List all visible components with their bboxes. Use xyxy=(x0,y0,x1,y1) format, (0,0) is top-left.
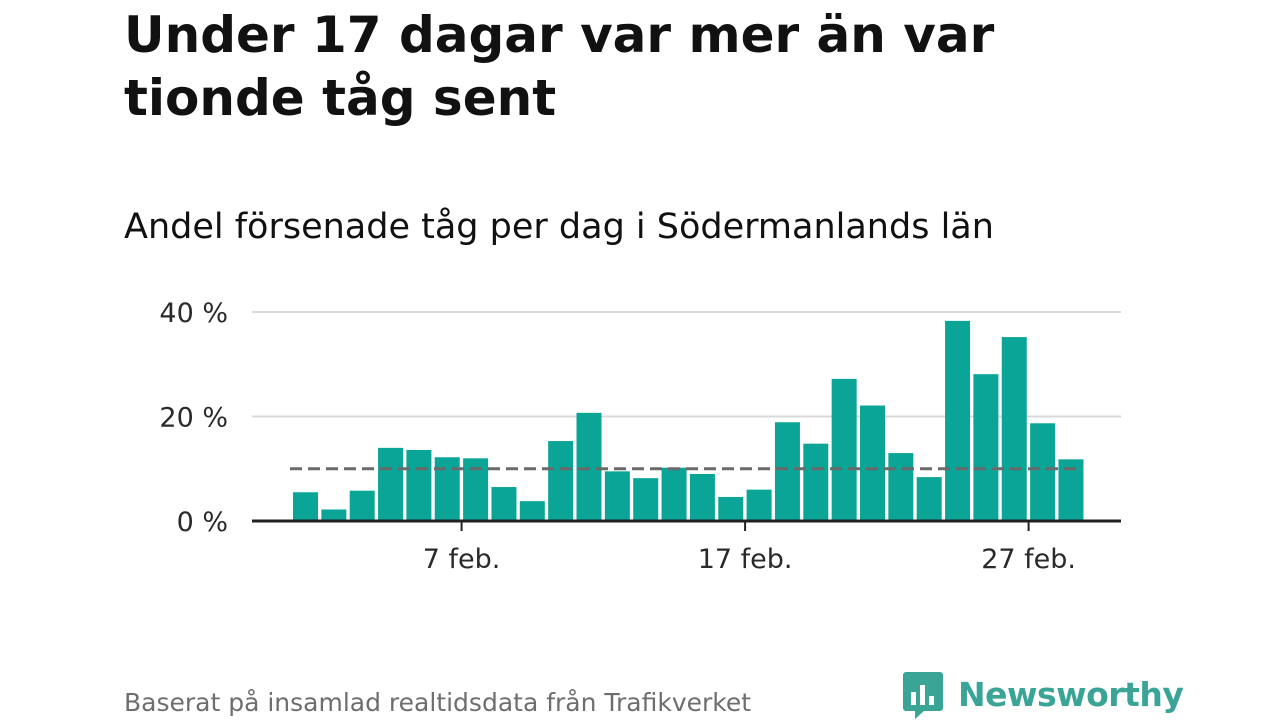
bar xyxy=(746,489,772,521)
bar xyxy=(718,496,744,521)
bar xyxy=(1001,337,1027,521)
bar xyxy=(945,320,971,521)
bar xyxy=(916,477,942,521)
bar-chart: 7 feb. 17 feb. 27 feb. 0 % 20 % 40 % xyxy=(159,298,1121,575)
y-axis-ticks: 0 % 20 % 40 % xyxy=(159,298,228,538)
brand-name: Newsworthy xyxy=(958,675,1184,714)
y-tick-label: 0 % xyxy=(177,507,228,538)
x-axis-ticks: 7 feb. 17 feb. 27 feb. xyxy=(423,521,1076,575)
bar xyxy=(774,422,800,521)
bar xyxy=(434,457,460,521)
bar xyxy=(349,490,375,521)
bar xyxy=(321,509,347,521)
chart-title: Under 17 dagar var mer än var tionde tåg… xyxy=(124,6,995,127)
bar xyxy=(831,378,857,521)
bar xyxy=(406,449,432,521)
bar xyxy=(661,467,687,521)
y-tick-label: 20 % xyxy=(159,403,228,434)
x-tick-label: 27 feb. xyxy=(981,544,1076,575)
bar xyxy=(803,443,829,521)
bar xyxy=(491,487,517,521)
brand-logo[interactable]: Newsworthy xyxy=(902,670,1184,720)
bar xyxy=(973,374,999,521)
bar xyxy=(604,471,630,521)
bars xyxy=(293,320,1084,521)
source-note: Baserat på insamlad realtidsdata från Tr… xyxy=(124,688,752,717)
bar xyxy=(576,412,602,521)
bar xyxy=(888,453,914,521)
chart-subtitle: Andel försenade tåg per dag i Södermanla… xyxy=(124,207,994,247)
bar xyxy=(689,473,715,521)
bar xyxy=(548,441,574,521)
bar xyxy=(1030,423,1056,521)
bar xyxy=(293,492,318,521)
newsworthy-logo-icon xyxy=(903,672,943,719)
y-tick-label: 40 % xyxy=(159,298,228,329)
bar xyxy=(519,501,545,521)
bar xyxy=(633,478,659,521)
bar xyxy=(860,405,885,521)
bar xyxy=(378,447,404,521)
x-tick-label: 7 feb. xyxy=(423,544,501,575)
x-tick-label: 17 feb. xyxy=(698,544,793,575)
